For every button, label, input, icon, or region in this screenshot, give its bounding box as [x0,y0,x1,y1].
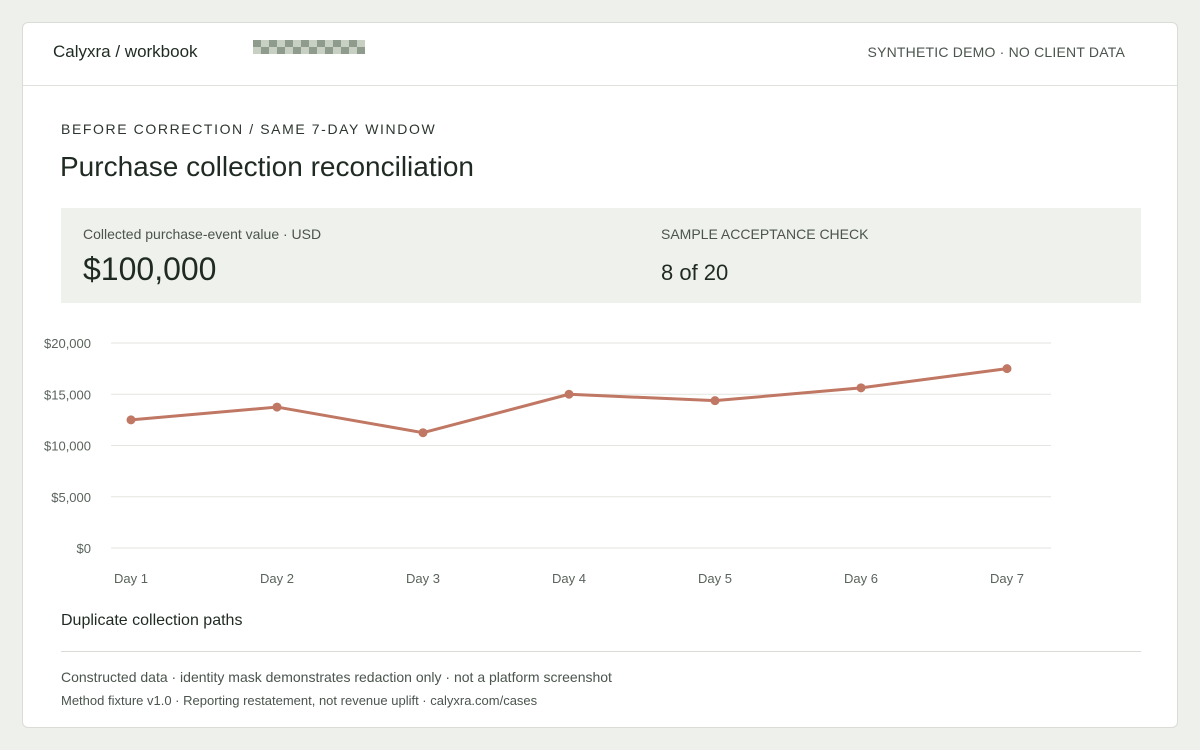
collected-value: $100,000 [83,251,217,287]
mask-cell [277,47,285,54]
mask-cell [325,40,333,47]
demo-badge: SYNTHETIC DEMO · NO CLIENT DATA [867,44,1125,60]
x-tick-label: Day 4 [552,571,586,586]
data-point [564,389,574,399]
mask-cell [253,40,261,47]
footer-divider [61,651,1141,652]
y-tick-label: $15,000 [44,387,91,402]
mask-cell [261,47,269,54]
mask-cell [269,47,277,54]
data-point [1002,364,1012,374]
summary-panel: Collected purchase-event value · USD $10… [61,208,1141,303]
top-bar: Calyxra / workbook SYNTHETIC DEMO · NO C… [23,23,1177,86]
y-tick-label: $0 [77,541,91,556]
x-tick-label: Day 7 [990,571,1024,586]
mask-cell [341,40,349,47]
series-line [129,367,1009,435]
x-tick-label: Day 5 [698,571,732,586]
mask-cell [357,47,365,54]
mask-cell [301,47,309,54]
data-point [710,396,720,406]
collected-value-label: Collected purchase-event value · USD [83,226,322,242]
mask-cell [253,47,261,54]
page-title: Purchase collection reconciliation [60,151,474,182]
report-card: Calyxra / workbook SYNTHETIC DEMO · NO C… [22,22,1178,728]
mask-cell [285,47,293,54]
x-tick-label: Day 1 [114,571,148,586]
mask-cell [357,40,365,47]
data-point [856,383,866,393]
brand-title: Calyxra / workbook [53,42,198,61]
acceptance-check-value: 8 of 20 [661,260,729,285]
mask-cell [293,47,301,54]
mask-cell [349,47,357,54]
data-point [418,428,428,438]
footer-disclaimer: Constructed data · identity mask demonst… [61,669,612,685]
series-legend-label: Duplicate collection paths [61,612,243,629]
mask-cell [269,40,277,47]
footer-method-note: Method fixture v1.0 · Reporting restatem… [61,693,538,708]
mask-cell [285,40,293,47]
mask-cell [341,47,349,54]
mask-cell [277,40,285,47]
page-eyebrow: BEFORE CORRECTION / SAME 7-DAY WINDOW [61,121,437,137]
mask-cell [261,40,269,47]
x-tick-label: Day 2 [260,571,294,586]
line-chart: $0 $5,000 $10,000 $15,000 $20,000 Day 1 Day 2 D… [44,336,1051,586]
x-tick-label: Day 6 [844,571,878,586]
acceptance-check-label: SAMPLE ACCEPTANCE CHECK [661,226,869,242]
x-tick-label: Day 3 [406,571,440,586]
mask-cell [317,40,325,47]
identity-mask [253,40,365,54]
mask-cell [309,47,317,54]
mask-cell [293,40,301,47]
y-tick-label: $20,000 [44,336,91,351]
mask-cell [349,40,357,47]
mask-cell [333,47,341,54]
mask-cell [325,47,333,54]
data-point [272,402,282,412]
mask-cell [317,47,325,54]
mask-cell [301,40,309,47]
mask-cell [333,40,341,47]
data-point [126,415,136,425]
y-tick-label: $10,000 [44,439,91,454]
y-tick-label: $5,000 [51,490,91,505]
mask-cell [309,40,317,47]
